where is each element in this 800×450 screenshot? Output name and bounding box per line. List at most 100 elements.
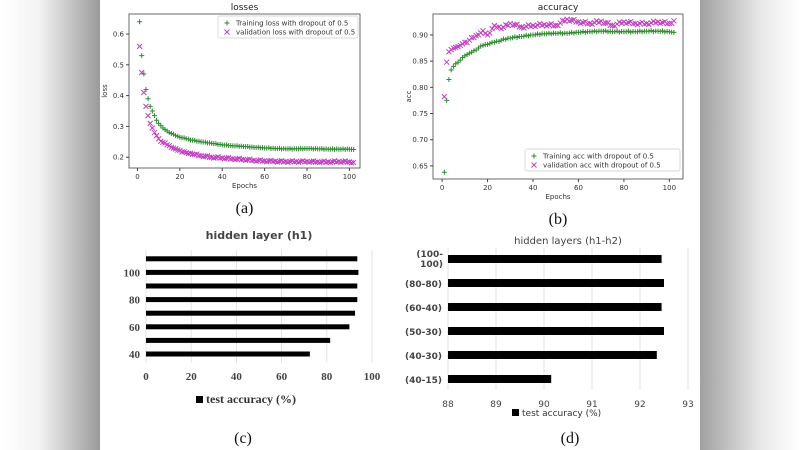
data-point [637,28,643,34]
data-point [145,96,151,102]
data-point [516,24,523,30]
bar [146,297,358,303]
data-point [478,43,484,49]
data-point [191,151,198,158]
data-point [607,22,614,29]
data-point [523,32,529,38]
x-tick-label: 100 [343,173,356,181]
data-point [612,29,618,35]
data-point [206,154,213,161]
x-tick-label: 0 [440,184,444,192]
data-point [548,31,554,37]
data-point [457,57,463,63]
data-point [446,76,452,82]
legend-box [217,15,359,39]
data-point [591,28,597,34]
y-axis-label: acc [405,90,413,102]
data-point [491,39,497,45]
data-point [552,22,559,29]
data-point [348,160,355,166]
chart-title: hidden layers (h1-h2) [514,236,622,247]
category-label: (100- [416,250,443,260]
data-point [466,50,472,56]
x-tick-label: 0 [135,173,139,181]
data-point [635,29,641,35]
data-point [351,147,357,153]
x-tick-label: 20 [175,173,184,181]
data-point [154,117,160,123]
legend-marker [224,20,230,26]
category-label: 100 [124,267,141,279]
data-point [671,17,677,24]
y-tick-label: 0.5 [113,61,124,69]
x-tick-label: 91 [586,400,597,410]
bar [448,327,664,335]
legend-marker [224,29,230,35]
legend-label: test accuracy (%) [206,392,296,406]
bar [146,269,359,275]
category-label: (50-30) [405,328,442,338]
y-tick-label: 0.65 [412,162,428,170]
data-point [532,32,538,38]
bar [448,351,657,359]
data-point [569,29,575,35]
data-point [560,31,566,37]
x-axis-label: Epochs [545,193,570,201]
data-point [486,30,493,36]
legend-marker [531,153,537,159]
x-tick-label: 60 [276,371,288,383]
data-point [147,103,153,109]
data-point [151,113,157,119]
data-point [443,59,450,66]
data-point [555,30,561,36]
y-tick-label: 0.90 [412,31,428,39]
legend-label: validation loss with dropout of 0.5 [236,29,355,37]
data-point [512,34,518,40]
x-tick-label: 60 [260,173,269,181]
data-point [605,29,611,35]
data-point [143,103,149,110]
data-point [623,29,629,35]
data-point [657,28,663,34]
category-label: 60 [129,322,141,334]
data-point [461,39,468,46]
data-point [521,33,527,39]
data-point [614,28,620,34]
data-point [145,112,151,119]
data-point [650,29,656,35]
data-point [471,48,477,54]
bar [448,255,662,263]
data-point [147,120,154,127]
data-point [480,42,486,48]
caption: (c) [234,430,252,447]
data-point [485,41,491,47]
x-axis-label: Epochs [232,182,257,190]
y-tick-label: 0.75 [412,110,428,118]
x-tick-label: 89 [490,400,502,410]
x-tick-label: 40 [231,371,243,383]
data-point [149,125,156,131]
data-point [489,25,495,32]
data-point [448,67,454,73]
data-point [582,29,588,35]
data-point [662,29,668,35]
data-point [580,28,586,34]
data-point [625,28,631,34]
caption: (a) [236,200,254,217]
category-label: (40-15) [405,376,442,386]
legend-label: validation acc with dropout of 0.5 [543,162,661,170]
data-point [630,20,636,27]
data-point [600,28,606,34]
legend-label: Training loss with dropout of 0.5 [235,20,348,28]
x-tick-label: 80 [303,173,312,181]
plot-frame [128,13,361,169]
bar [146,283,358,289]
legend-marker [512,409,519,416]
chart-title: losses [231,3,259,13]
x-tick-label: 100 [364,371,381,383]
data-point [544,31,550,37]
data-point [140,89,147,96]
data-point [594,29,600,35]
x-tick-label: 92 [634,400,645,410]
